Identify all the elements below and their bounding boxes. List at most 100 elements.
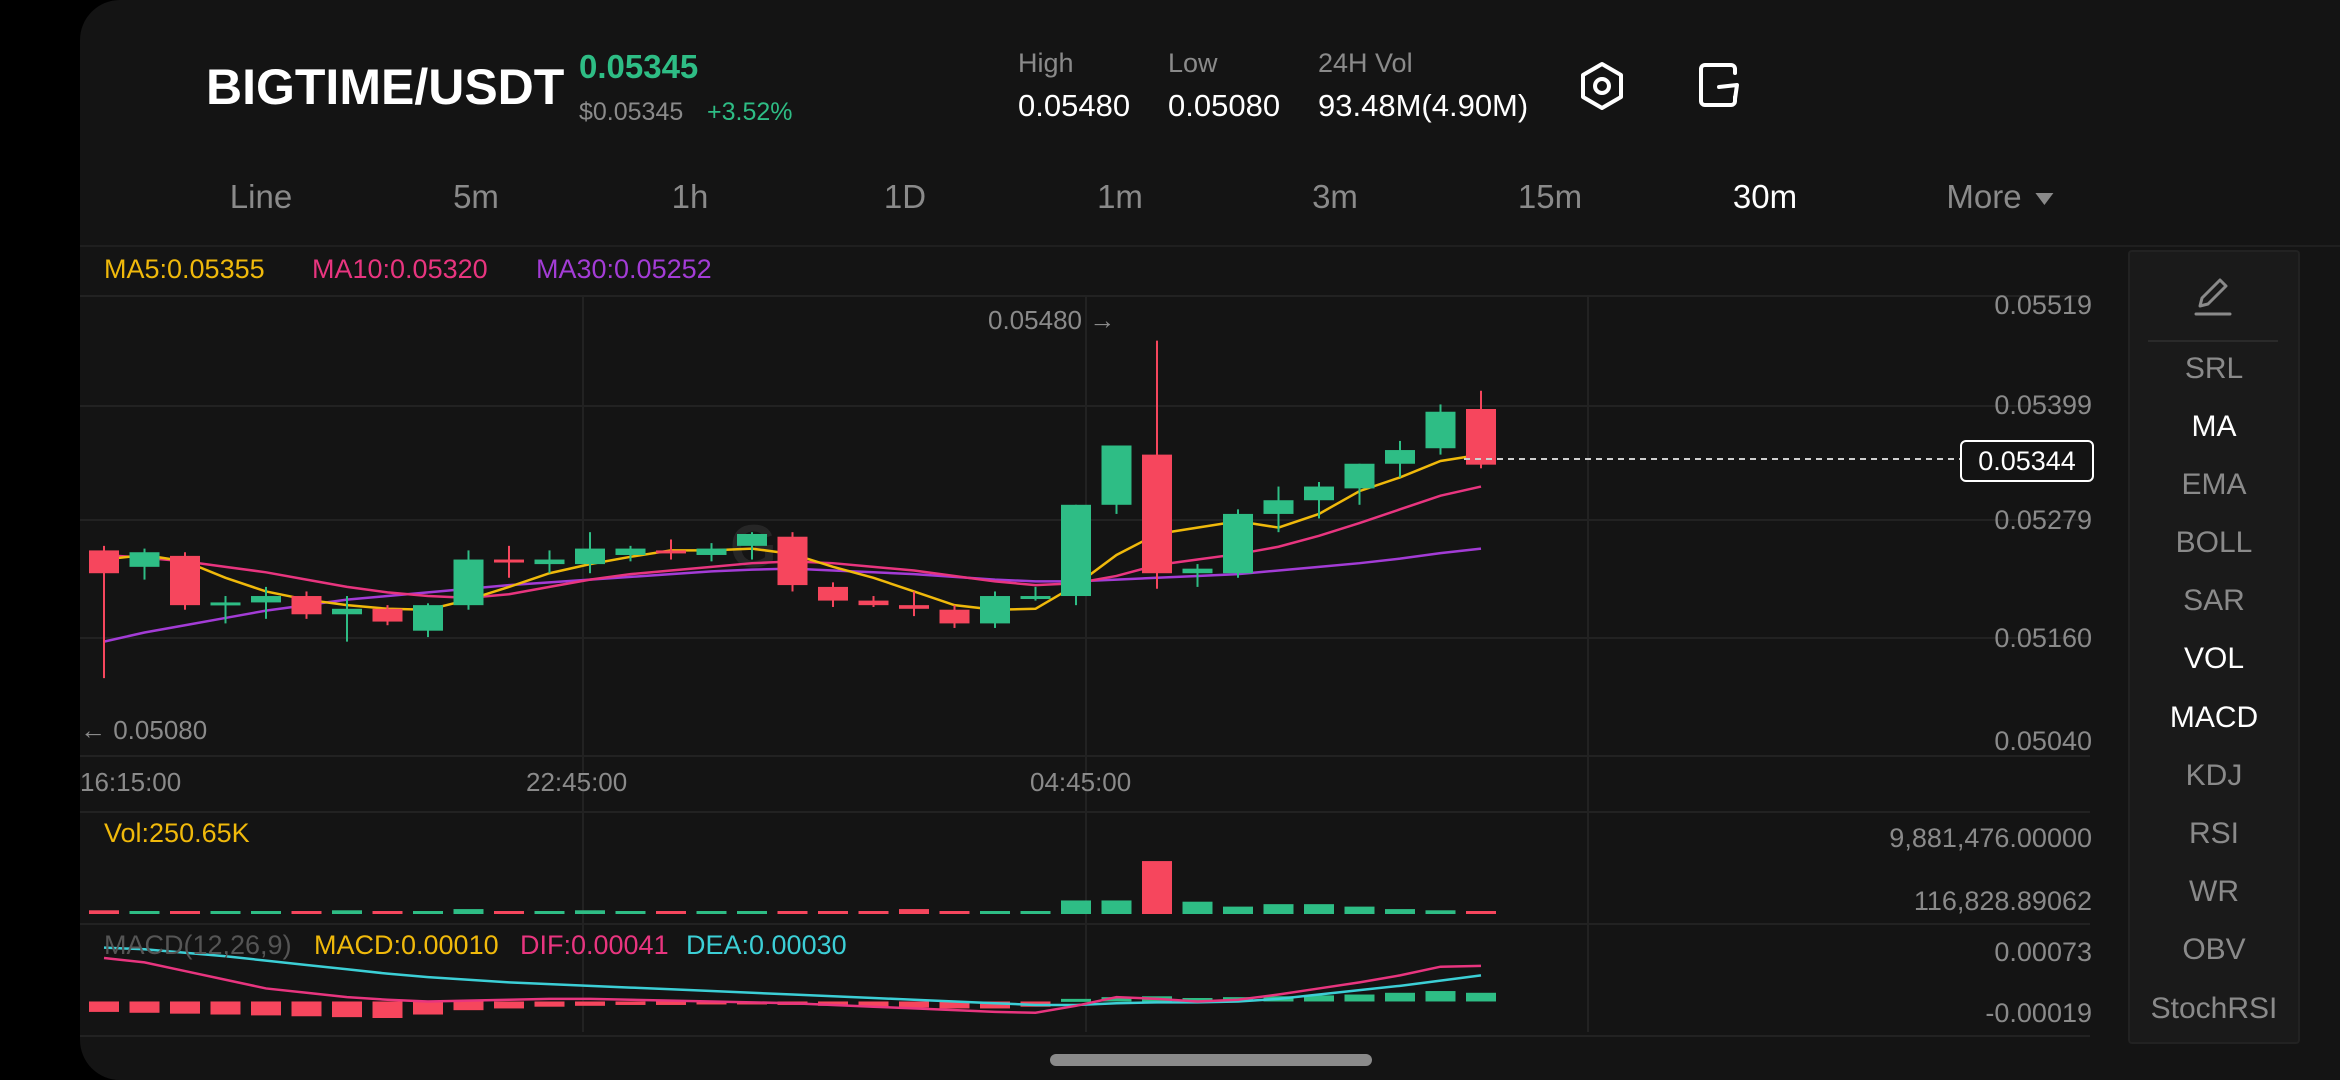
price-tick: 0.05040 bbox=[1994, 726, 2092, 756]
time-tick: 16:15:00 bbox=[80, 767, 182, 797]
settings-icon[interactable] bbox=[1574, 58, 1630, 114]
candle-body bbox=[858, 600, 889, 606]
price-tick: 0.05279 bbox=[1994, 505, 2092, 535]
candle-body bbox=[1182, 568, 1213, 574]
volume-bar bbox=[899, 909, 929, 914]
indicator-obv[interactable]: OBV bbox=[2182, 933, 2246, 966]
tab-1d[interactable]: 1D bbox=[883, 178, 927, 215]
macd-legend: MACD:0.00010 bbox=[314, 930, 499, 960]
trading-pair-title[interactable]: BIGTIME/USDT bbox=[206, 59, 565, 115]
macd-histogram-bar bbox=[575, 1001, 605, 1006]
volume-bar bbox=[291, 911, 322, 914]
candle-body bbox=[1385, 450, 1415, 464]
share-icon[interactable] bbox=[1692, 58, 1748, 114]
volume-bar bbox=[615, 911, 646, 914]
home-indicator[interactable] bbox=[1050, 1054, 1372, 1066]
indicator-vol[interactable]: VOL bbox=[2183, 642, 2245, 675]
price-tick: 0.05399 bbox=[1994, 390, 2092, 420]
macd-histogram-bar bbox=[129, 1001, 160, 1013]
tab-more[interactable]: More bbox=[1946, 178, 2054, 216]
macd-histogram-bar bbox=[980, 1001, 1010, 1009]
tab-line[interactable]: Line bbox=[229, 178, 293, 215]
volume-bar bbox=[251, 911, 281, 914]
volume-bar bbox=[1020, 911, 1051, 914]
volume-bar bbox=[210, 911, 241, 914]
candle-body bbox=[1466, 409, 1496, 465]
tab-30m[interactable]: 30m bbox=[1732, 178, 1798, 215]
volume-bar bbox=[89, 910, 119, 914]
macd-histogram-bar bbox=[1466, 992, 1496, 1002]
volume-bar bbox=[1101, 900, 1132, 914]
volume-bar bbox=[1466, 911, 1496, 914]
indicator-wr[interactable]: WR bbox=[2189, 875, 2239, 908]
volume-bar bbox=[534, 911, 565, 914]
high-value: 0.05480 bbox=[1018, 88, 1131, 123]
candle-body bbox=[291, 596, 322, 615]
dea-legend: DEA:0.00030 bbox=[686, 930, 847, 960]
macd-histogram-bar bbox=[1101, 997, 1132, 1002]
volume-legend: Vol:250.65K bbox=[104, 818, 250, 848]
candle-body bbox=[494, 559, 524, 563]
macd-histogram-bar bbox=[1385, 992, 1415, 1002]
tab-3m[interactable]: 3m bbox=[1312, 178, 1358, 215]
indicator-sar[interactable]: SAR bbox=[2183, 584, 2245, 617]
volume-bar bbox=[696, 911, 727, 914]
volume-bar bbox=[372, 911, 403, 914]
indicator-macd[interactable]: MACD bbox=[2169, 701, 2259, 734]
volume-bar bbox=[939, 911, 970, 914]
indicator-rsi[interactable]: RSI bbox=[2188, 817, 2239, 850]
indicator-kdj[interactable]: KDJ bbox=[2185, 759, 2243, 792]
macd-histogram-bar bbox=[1304, 995, 1334, 1002]
draw-pen-icon[interactable] bbox=[2190, 272, 2236, 323]
header-divider bbox=[80, 245, 2340, 247]
price-change: +3.52% bbox=[707, 98, 793, 126]
candle-body bbox=[372, 608, 403, 622]
macd-histogram-bar bbox=[494, 1001, 524, 1009]
indicator-panel: SRL MA EMA BOLL SAR VOL MACD KDJ RSI WR … bbox=[2128, 250, 2300, 1044]
tab-5m[interactable]: 5m bbox=[453, 178, 499, 215]
tab-1h[interactable]: 1h bbox=[671, 178, 709, 215]
tab-15m[interactable]: 15m bbox=[1517, 178, 1583, 215]
volume-bar bbox=[1425, 910, 1456, 914]
high-annotation: 0.05480 → bbox=[988, 305, 1116, 335]
volume-bar bbox=[1344, 906, 1375, 914]
candle-body bbox=[534, 559, 565, 565]
candlestick-chart[interactable]: G bbox=[80, 0, 2120, 1080]
candle-body bbox=[1101, 445, 1132, 505]
candle-body bbox=[818, 586, 848, 601]
indicator-ema[interactable]: EMA bbox=[2181, 468, 2247, 501]
indicator-stochrsi[interactable]: StochRSI bbox=[2150, 992, 2278, 1025]
candle-body bbox=[1344, 463, 1375, 489]
macd-histogram-bar bbox=[372, 1001, 403, 1018]
candle-body bbox=[939, 609, 970, 624]
candle-body bbox=[210, 602, 241, 606]
candle-body bbox=[251, 596, 281, 603]
macd-histogram-bar bbox=[1182, 998, 1213, 1002]
volume-bar bbox=[170, 911, 200, 914]
candle-body bbox=[575, 548, 605, 565]
candle-body bbox=[980, 596, 1010, 624]
volume-bar bbox=[332, 910, 362, 914]
indicator-boll[interactable]: BOLL bbox=[2175, 526, 2253, 559]
volume-bar bbox=[1061, 900, 1091, 914]
macd-histogram-bar bbox=[453, 1001, 484, 1011]
volume-bar bbox=[1223, 906, 1253, 914]
tab-1m[interactable]: 1m bbox=[1097, 178, 1143, 215]
chevron-down-icon bbox=[2035, 193, 2054, 206]
volume-bar bbox=[1142, 861, 1172, 914]
indicator-ma[interactable]: MA bbox=[2191, 410, 2237, 443]
indicator-srl[interactable]: SRL bbox=[2184, 352, 2244, 385]
price-tick: 0.05160 bbox=[1994, 623, 2092, 653]
dif-legend: DIF:0.00041 bbox=[520, 930, 669, 960]
volume-bar bbox=[858, 911, 889, 914]
candle-body bbox=[1304, 486, 1334, 501]
macd-histogram-bar bbox=[858, 1001, 889, 1007]
volume-tick: 116,828.89062 bbox=[1913, 886, 2092, 916]
candle-body bbox=[1223, 513, 1253, 574]
time-tick: 04:45:00 bbox=[1030, 767, 1132, 797]
price-usd: $0.05345 bbox=[579, 98, 684, 126]
candle-body bbox=[1020, 596, 1051, 600]
volume-bar bbox=[656, 911, 686, 914]
macd-histogram-bar bbox=[332, 1001, 362, 1018]
volume-bar bbox=[575, 910, 605, 914]
